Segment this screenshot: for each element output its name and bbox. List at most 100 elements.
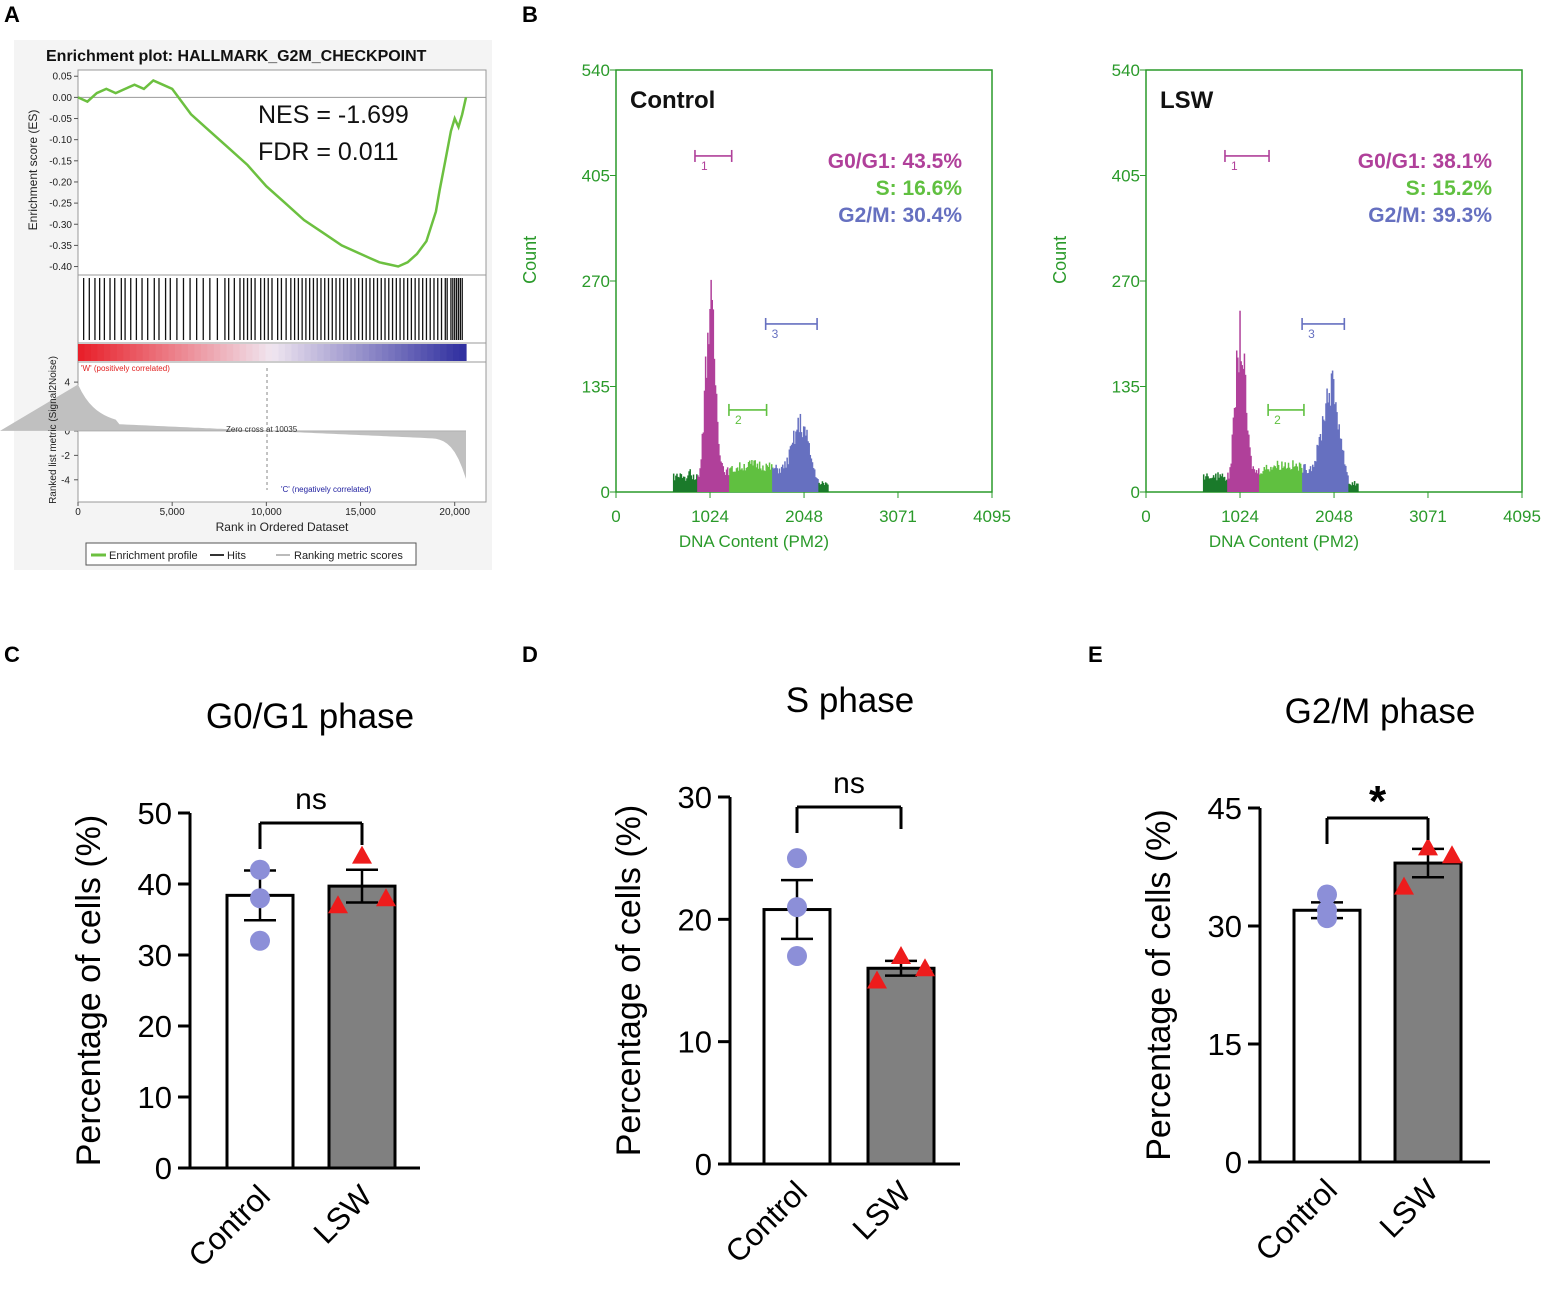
panel-letter-a: A [4, 2, 20, 27]
flow-lsw-bin [1334, 404, 1336, 492]
flow-control-bin [753, 460, 755, 492]
flow-lsw-bin [1323, 419, 1325, 492]
flow-control-bin [683, 476, 686, 492]
flow-control-bin [728, 475, 730, 492]
bar-s-ylabel: Percentage of cells (%) [610, 805, 648, 1157]
flow-lsw-bin [1222, 477, 1225, 492]
bar-g2m-bar-control [1292, 908, 1362, 1164]
gsea-colorbar-segment [291, 344, 299, 361]
flow-control-bin [674, 480, 676, 492]
gsea-colorbar-segment [233, 344, 241, 361]
flow-control-bin [783, 468, 785, 492]
bar-g0g1-point-control [250, 888, 270, 909]
gsea-es-tick-label: -0.30 [49, 220, 72, 231]
flow-control-stat-g2m: G2/M: 30.4% [838, 204, 962, 227]
flow-control-bin [764, 471, 766, 492]
gsea-colorbar-segment [226, 344, 234, 361]
gsea-colorbar-segment [123, 344, 131, 361]
flow-lsw-bin [1319, 434, 1322, 492]
flow-lsw-bin [1327, 402, 1329, 492]
flow-lsw-x-tick-label: 4095 [1503, 507, 1541, 526]
bar-g0g1-title: G0/G1 phase [206, 697, 414, 736]
bar-g0g1-ylabel: Percentage of cells (%) [70, 815, 108, 1167]
flow-control-bin [763, 470, 765, 492]
flow-lsw-bin [1276, 460, 1279, 492]
flow-control-bin [705, 377, 708, 492]
flow-lsw-bin [1309, 466, 1312, 492]
bar-g2m-y-tick-label: 45 [1208, 791, 1242, 826]
flow-lsw-bin [1316, 444, 1318, 492]
flow-lsw-bin [1274, 466, 1277, 492]
flow-control-frame [615, 69, 993, 493]
flow-lsw-bin [1328, 393, 1331, 492]
flow-control-stat-g0g1: G0/G1: 43.5% [828, 150, 963, 173]
flow-control-y-tick-label: 540 [582, 61, 610, 80]
gsea-colorbar-segment [414, 344, 422, 361]
bar-s-x-label-control: Control [719, 1174, 814, 1269]
gsea-colorbar-segment [446, 344, 454, 361]
gsea-colorbar-segment [129, 344, 137, 361]
flow-control-bin [744, 470, 747, 492]
gsea-legend-hits: Hits [227, 550, 246, 562]
gsea-colorbar-segment [323, 344, 331, 361]
flow-control-bin [813, 469, 816, 492]
gsea-colorbar-segment [272, 344, 280, 361]
flow-lsw-bin [1306, 473, 1309, 492]
flow-lsw-bin [1282, 467, 1284, 492]
flow-lsw-bin [1299, 463, 1302, 492]
flow-lsw-bin [1238, 372, 1240, 492]
gsea-colorbar-segment [265, 344, 273, 361]
bar-s-point-control [787, 897, 807, 918]
flow-lsw-bin [1348, 483, 1350, 492]
flow-lsw-bin [1350, 485, 1353, 492]
flow-lsw-bin [1220, 476, 1223, 492]
flow-lsw-bin [1288, 467, 1291, 492]
flow-control-bin [725, 469, 728, 492]
flow-control-title: Control [630, 87, 715, 114]
gsea-colorbar-segment [200, 344, 208, 361]
flow-control-bin [703, 390, 706, 492]
flow-control-bin [714, 385, 717, 492]
flow-control-bin [708, 344, 710, 492]
flow-lsw-bin [1227, 472, 1229, 492]
gsea-colorbar-segment [103, 344, 111, 361]
flow-control-bin [762, 465, 764, 492]
bar-g0g1-y-tick-label: 40 [138, 867, 172, 902]
gsea-colorbar-segment [336, 344, 344, 361]
bar-g0g1-y-tick-label: 10 [138, 1080, 172, 1115]
flow-lsw-bin [1237, 357, 1239, 492]
flow-lsw-gate-label: 2 [1274, 413, 1281, 427]
flow-control-bin [751, 460, 753, 492]
bar-g0g1-significance: ns [295, 783, 327, 816]
flow-lsw-bin [1320, 440, 1323, 492]
flow-control-bin [768, 462, 771, 492]
flow-control-bin [752, 465, 754, 492]
bar-s-y-tick-label: 10 [678, 1025, 712, 1060]
flow-lsw-bin [1235, 350, 1238, 492]
flow-lsw-bin [1263, 467, 1266, 492]
flow-lsw-bin [1329, 405, 1332, 492]
flow-control-bin [816, 478, 818, 492]
flow-lsw-bin [1337, 429, 1339, 492]
flow-control-bin [700, 459, 702, 492]
flow-control-bin [711, 299, 713, 492]
flow-lsw-bin [1251, 468, 1253, 492]
flow-control-bin [687, 475, 689, 492]
gsea-colorbar-segment [317, 344, 325, 361]
gsea-colorbar-segment [90, 344, 98, 361]
gsea-colorbar-segment [259, 344, 267, 361]
gsea-colorbar-segment [381, 344, 389, 361]
flow-control-bin [804, 426, 806, 492]
flow-lsw-bin [1342, 450, 1345, 492]
gsea-colorbar-segment [362, 344, 370, 361]
flow-lsw-bin [1325, 403, 1327, 492]
flow-control-bin [796, 429, 798, 492]
panel-letter-c: C [4, 642, 20, 667]
gsea-colorbar-segment [304, 344, 312, 361]
flow-lsw-bin [1275, 468, 1278, 492]
bar-g2m-point-control [1317, 900, 1337, 921]
flow-control-bin [758, 461, 761, 492]
flow-control-bin [710, 279, 712, 492]
flow-lsw-bin [1305, 470, 1307, 492]
flow-lsw-bin [1258, 468, 1260, 492]
